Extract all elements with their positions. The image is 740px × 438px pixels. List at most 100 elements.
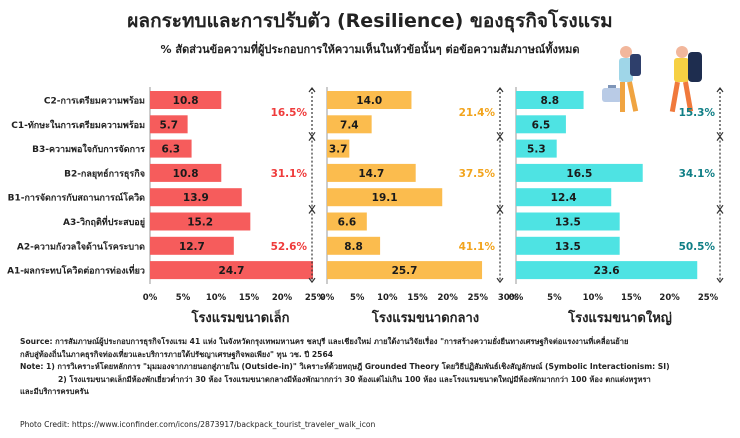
category-label: A1-ผลกระทบโควิดต่อการท่องเที่ยว	[7, 264, 145, 277]
bar	[327, 212, 367, 231]
bar	[327, 261, 483, 280]
bar-value-label: 12.7	[179, 241, 205, 253]
group-total-label: 52.6%	[271, 241, 308, 253]
bar-value-label: 23.6	[594, 265, 620, 277]
bar	[150, 236, 234, 255]
x-tick-label: 20%	[272, 293, 293, 303]
bar-value-label: 10.8	[173, 168, 199, 180]
arrow-up-icon	[716, 208, 724, 214]
bar-value-label: 6.3	[161, 144, 180, 156]
arrow-up-icon	[496, 87, 504, 93]
photo-credit: Photo Credit: https://www.iconfinder.com…	[20, 420, 376, 429]
category-label: C2-การเตรียมความพร้อม	[44, 96, 145, 107]
bar-value-label: 8.8	[540, 95, 559, 107]
source-line-2: กลับสู่ท้องถิ่นในภาคธุรกิจท่องเที่ยวและบ…	[20, 349, 334, 359]
category-label: B1-การจัดการกับสถานการณ์โควิด	[8, 192, 146, 204]
bar-value-label: 12.4	[551, 192, 577, 204]
bar	[516, 163, 643, 182]
bar	[516, 115, 566, 134]
category-label: A3-วิกฤติที่ประสบอยู่	[63, 215, 145, 228]
resilience-bar-chart: C2-การเตรียมความพร้อม C1-ทักษะในการเตรียม…	[7, 87, 724, 326]
x-tick-label: 0%	[320, 293, 335, 303]
bar	[327, 115, 372, 134]
bar	[516, 236, 620, 255]
arrow-down-icon	[308, 277, 316, 284]
arrow-down-icon	[716, 277, 724, 284]
bar	[327, 236, 381, 255]
bar-value-label: 14.7	[358, 168, 384, 180]
bar	[516, 91, 584, 109]
bar-value-label: 14.0	[356, 95, 382, 107]
group-total-label: 15.3%	[679, 107, 716, 119]
bar	[150, 212, 251, 231]
arrow-up-icon	[496, 135, 504, 141]
bar	[150, 91, 222, 109]
x-tick-label: 10%	[377, 293, 398, 303]
category-label: C1-ทักษะในการเตรียมความพร้อม	[11, 119, 145, 131]
bar	[516, 139, 557, 158]
bar-value-label: 8.8	[344, 241, 363, 253]
group-total-label: 34.1%	[679, 168, 716, 180]
bar	[516, 212, 620, 231]
x-tick-label: 5%	[350, 293, 365, 303]
arrow-up-icon	[496, 208, 504, 214]
note-1: Note: 1) การวิเคราะห์โดยหลักการ "มุมมองจ…	[20, 362, 670, 372]
bar	[150, 188, 242, 207]
x-tick-label: 10%	[206, 293, 227, 303]
x-tick-label: 5%	[547, 293, 562, 303]
group-total-label: 41.1%	[459, 241, 496, 253]
arrow-down-icon	[496, 277, 504, 284]
category-label: B2-กลยุทธ์การธุรกิจ	[64, 167, 145, 179]
group-total-label: 50.5%	[679, 241, 716, 253]
bar	[516, 188, 612, 207]
panel-title: โรงแรมขนาดเล็ก	[190, 308, 289, 326]
bar	[516, 261, 698, 280]
group-total-label: 21.4%	[459, 107, 496, 119]
suitcase-icon	[602, 88, 622, 102]
x-tick-label: 15%	[621, 293, 642, 303]
note-2: 2) โรงแรมขนาดเล็กมีห้องพักเยี่ยวต่ำกว่า …	[58, 374, 651, 384]
group-total-label: 16.5%	[271, 107, 308, 119]
x-tick-label: 25%	[698, 293, 719, 303]
x-tick-label: 25%	[305, 293, 326, 303]
bar-value-label: 25.7	[392, 265, 418, 277]
bar-value-label: 15.2	[187, 217, 213, 229]
bar-value-label: 24.7	[219, 265, 245, 277]
arrow-up-icon	[716, 135, 724, 141]
x-tick-label: 25%	[468, 293, 489, 303]
panel-title: โรงแรมขนาดใหญ่	[567, 309, 672, 326]
bar-value-label: 13.9	[183, 192, 209, 204]
arrow-up-icon	[716, 87, 724, 93]
backpack-icon	[630, 54, 641, 76]
arrow-up-icon	[308, 135, 316, 141]
x-tick-label: 20%	[659, 293, 680, 303]
bar-value-label: 19.1	[372, 192, 398, 204]
bar-value-label: 3.7	[329, 144, 348, 156]
bar	[327, 188, 443, 207]
bar-value-label: 6.5	[532, 119, 551, 131]
bar-value-label: 10.8	[173, 95, 199, 107]
x-tick-label: 10%	[583, 293, 604, 303]
bar	[150, 163, 222, 182]
chart-notes: Source: การสัมภาษณ์ผู้ประกอบการธุรกิจโรง…	[20, 336, 735, 399]
source-line-1: Source: การสัมภาษณ์ผู้ประกอบการธุรกิจโรง…	[20, 337, 629, 346]
arrow-up-icon	[308, 208, 316, 214]
chart-subtitle: % สัดส่วนข้อความที่ผู้ประกอบการให้ความเห…	[160, 43, 580, 56]
bar	[150, 115, 188, 134]
chart-title: ผลกระทบและการปรับตัว (Resilience) ของธุร…	[127, 10, 613, 32]
note-3: และมีบริการครบครัน	[20, 387, 89, 397]
x-tick-label: 0%	[509, 293, 524, 303]
bar	[150, 261, 314, 280]
x-tick-label: 15%	[407, 293, 428, 303]
bar-value-label: 5.3	[527, 144, 546, 156]
bar-value-label: 13.5	[555, 241, 581, 253]
traveler-left-icon	[602, 46, 641, 112]
category-label: B3-ความพอใจกับการจัดการ	[32, 143, 145, 155]
arrow-up-icon	[308, 87, 316, 93]
group-total-label: 31.1%	[271, 168, 308, 180]
group-total-label: 37.5%	[459, 168, 496, 180]
bar-value-label: 16.5	[566, 168, 592, 180]
x-tick-label: 15%	[239, 293, 260, 303]
x-tick-label: 5%	[176, 293, 191, 303]
bar	[150, 139, 192, 158]
